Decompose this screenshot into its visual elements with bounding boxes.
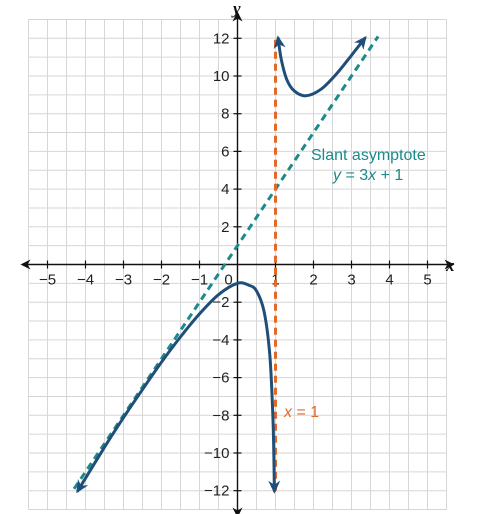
x-tick-label: 3 [347,272,355,289]
x-tick-label: −4 [77,272,94,289]
x-axis-label: x [445,256,455,275]
slant-asymptote-label-line2: y = 3x + 1 [332,167,403,184]
x-tick-label: −1 [191,272,208,289]
y-tick-label: −2 [212,294,229,311]
y-tick-label: 12 [213,30,230,47]
slant-eq-var-x: x [367,167,377,184]
left-branch-curve [76,281,281,494]
right-branch-curve [273,35,367,98]
x-tick-label: −3 [115,272,132,289]
y-tick-label: 2 [221,219,229,236]
slant-eq-part: = 3 [341,167,368,184]
vertical-asymptote-label: x = 1 [283,404,319,421]
y-tick-label: 8 [221,106,229,123]
y-tick-label: −8 [212,407,229,424]
y-tick-label: 6 [221,143,229,160]
x-tick-label: 0 [224,272,232,289]
slant-eq-rest: + 1 [376,167,403,184]
x-tick-label: 4 [385,272,393,289]
vert-eq-rest: = 1 [292,404,319,421]
x-tick-label: −5 [39,272,56,289]
y-tick-label: −10 [204,445,229,462]
y-tick-label: 10 [213,68,230,85]
y-tick-label: −12 [204,483,229,500]
y-tick-label: 4 [221,181,229,198]
curves [76,35,367,494]
slant-asymptote-label-line1: Slant asymptote [311,147,426,164]
axes [20,11,455,514]
x-tick-label: 2 [309,272,317,289]
y-tick-label: −6 [212,370,229,387]
slant-eq-var-y: y [332,167,342,184]
y-axis-label: y [231,0,241,18]
vert-eq-var-x: x [283,404,293,421]
x-tick-label: −2 [153,272,170,289]
x-tick-label: 5 [423,272,431,289]
y-tick-label: −4 [212,332,229,349]
